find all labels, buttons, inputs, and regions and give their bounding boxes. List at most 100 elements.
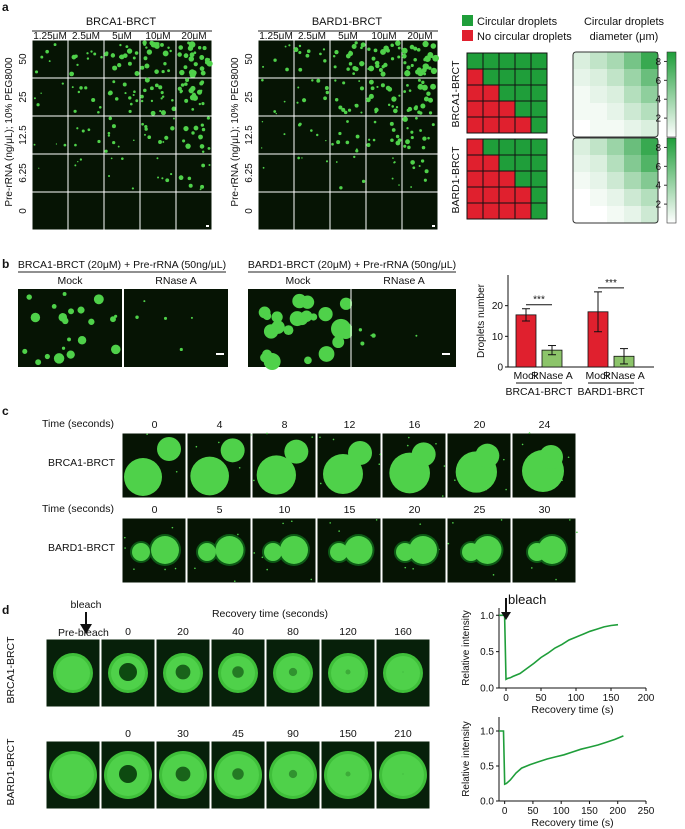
rna-level-label: 12.5 [18,125,29,145]
y-axis-label: Relative intensity [461,610,472,686]
droplet [359,60,365,67]
droplet [262,166,265,169]
droplet [352,72,356,75]
droplet [40,92,42,94]
droplet [117,145,120,148]
bleach-annotation: bleach [508,592,546,607]
speck [404,566,407,569]
droplet [296,101,299,104]
droplet [382,50,385,53]
droplet [261,147,263,149]
time-label: 20 [177,626,189,638]
droplet [353,155,356,159]
presence-cell [482,116,500,134]
droplet [128,109,132,114]
droplet [171,106,177,112]
droplet [150,99,154,103]
micrograph-tile [365,191,403,231]
speck [569,519,571,521]
droplet [422,40,429,48]
droplet [134,71,140,77]
droplet [341,107,346,112]
speck [218,441,220,444]
droplet [415,334,418,337]
droplet [273,110,277,113]
speck [447,542,450,545]
droplet [201,102,205,106]
speck [419,523,422,525]
droplet [201,163,206,168]
droplet [140,65,145,70]
presence-cell [530,138,548,156]
droplet [407,145,411,150]
droplet [165,178,170,183]
presence-cell [530,202,548,220]
time-label: 30 [177,728,189,740]
diameter-cell [590,189,607,206]
presence-cell [466,138,484,156]
presence-cell [530,170,548,188]
droplet [411,442,436,467]
diameter-cell [573,103,590,120]
droplet [150,110,156,116]
speck [528,432,531,434]
droplet [190,456,230,496]
bleached-spot [119,663,137,681]
droplet [376,85,379,89]
droplet [380,83,385,88]
droplet [407,106,413,112]
droplet [177,86,182,91]
group-label: BRCA1-BRCT [505,386,573,398]
droplet [124,92,127,95]
speck [567,456,570,459]
droplet-core [327,754,369,796]
diameter-cell [641,155,658,172]
droplet [428,97,434,103]
y-tick-label: 0 [497,363,503,374]
droplet [53,353,65,364]
microscopy-grid-bard1 [257,39,439,231]
presence-cell [530,100,548,118]
droplet [160,110,166,116]
time-label: 90 [287,728,299,740]
rna-level-label: 0 [18,208,29,214]
rna-level-labels-right: 50 25 12.5 6.25 0 [244,53,255,214]
droplet [418,164,421,168]
presence-cell [514,84,532,102]
droplet [398,94,401,97]
droplet [361,179,366,184]
droplet [323,96,327,101]
droplet [108,175,111,178]
micrograph-tile [329,77,367,117]
speck [576,531,578,534]
droplet [322,48,326,51]
y-axis-label: Droplets number [476,283,487,358]
bleached-spot [345,669,351,675]
droplet [348,62,353,66]
droplet [60,313,64,317]
presence-cell [498,170,516,188]
droplet [154,69,159,74]
droplet-core [56,656,90,690]
x-tick-label: 0 [503,693,509,704]
speck [503,458,505,461]
droplet [199,144,205,149]
x-tick-label: 100 [553,806,570,817]
colorbar-tick-label: 2 [655,200,661,211]
droplet [346,120,349,123]
bleached-spot [175,766,191,782]
presence-cell [530,84,548,102]
droplet [131,187,135,190]
speck [555,578,557,581]
droplet [368,79,374,85]
droplet [422,136,427,141]
droplet [295,312,309,326]
droplet [325,90,330,95]
presence-cell [530,154,548,172]
rna-level-label: 25 [18,91,29,103]
droplet [193,51,197,55]
droplet [157,437,181,461]
droplet [145,46,148,49]
micrograph-tile [139,115,177,155]
droplet [315,133,319,137]
